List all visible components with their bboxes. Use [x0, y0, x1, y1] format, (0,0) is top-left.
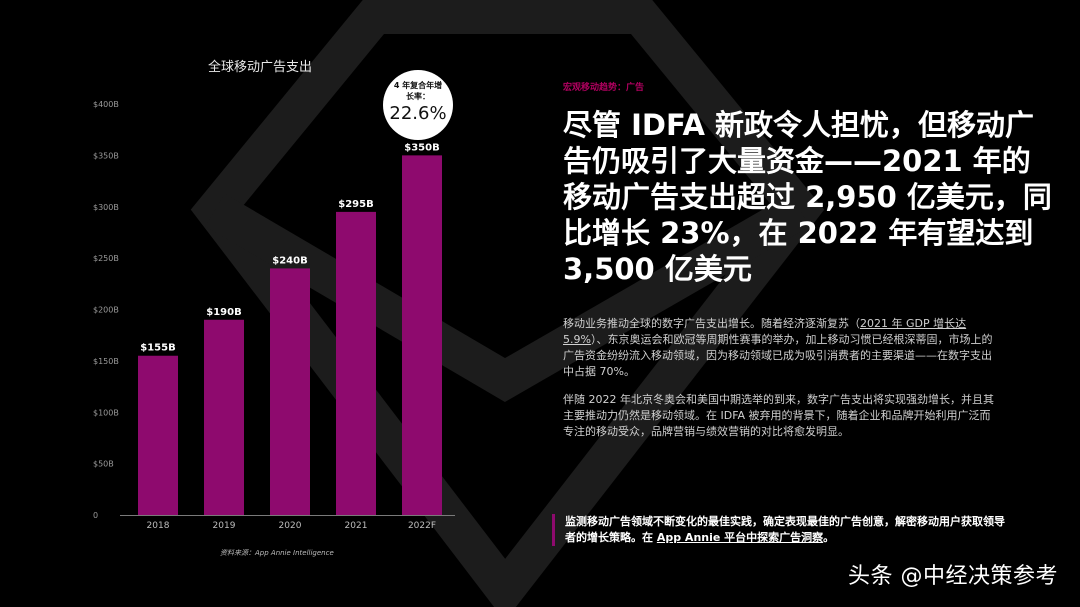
- bar-value-label: $190B: [206, 307, 241, 318]
- bar: [336, 211, 376, 515]
- cagr-label: 4 年复合年增长率：: [393, 81, 443, 101]
- x-tick-label: 2018: [147, 521, 170, 531]
- chart-title: 全球移动广告支出: [207, 60, 312, 75]
- y-tick-label: $50B: [93, 460, 114, 469]
- y-tick-label: 0: [93, 511, 98, 520]
- gdp-growth-link[interactable]: 2021 年 GDP 增长达 5.9%: [563, 317, 967, 346]
- body-paragraph-2: 伴随 2022 年北京冬奥会和美国中期选举的到来，数字广告支出将实现强劲增长，并…: [563, 393, 994, 438]
- y-tick-label: $250B: [93, 254, 119, 263]
- callout-text-before: 监测移动广告领域不断变化的最佳实践，确定表现最佳的广告创意，解密移动用户获取领导…: [565, 515, 1005, 544]
- y-tick-label: $300B: [93, 203, 119, 212]
- bar: [270, 268, 310, 515]
- y-tick-label: $150B: [93, 357, 119, 366]
- body-paragraph-1: 移动业务推动全球的数字广告支出增长。随着经济逐渐复苏（2021 年 GDP 增长…: [563, 316, 998, 380]
- headline: 尽管 IDFA 新政令人担忧，但移动广告仍吸引了大量资金——2021 年的移动广…: [563, 108, 1052, 286]
- callout-text-after: 。: [823, 531, 835, 544]
- y-tick-label: $200B: [93, 306, 119, 315]
- bar: [402, 155, 442, 515]
- cagr-value: 22.6%: [389, 103, 447, 124]
- cagr-badge: 4 年复合年增长率： 22.6%: [383, 70, 453, 140]
- y-tick-label: $400B: [93, 100, 119, 109]
- bar-chart: 0 $50B $100B $150B $200B $250B $300B $350B $400B…: [93, 100, 455, 531]
- bar: [204, 319, 244, 515]
- y-tick-label: $100B: [93, 408, 119, 417]
- watermark: 头条 @中经决策参考: [848, 564, 1058, 589]
- bar-value-label: $240B: [272, 255, 307, 266]
- paragraph-1-text-before: 移动业务推动全球的数字广告支出增长。随着经济逐渐复苏（: [563, 317, 860, 330]
- x-tick-label: 2022F: [408, 521, 436, 531]
- x-tick-label: 2020: [279, 521, 302, 531]
- bar-value-label: $155B: [140, 343, 175, 354]
- bar-value-label: $350B: [404, 142, 439, 153]
- bar: [138, 355, 178, 515]
- bar-value-label: $295B: [338, 199, 373, 210]
- chart-panel: 全球移动广告支出 0 $50B $100B $150B $200B $250B $300B $…: [0, 0, 470, 607]
- chart-source: 资料来源：App Annie Intelligence: [220, 549, 334, 557]
- x-tick-label: 2019: [213, 521, 236, 531]
- explore-ad-insights-link[interactable]: App Annie 平台中探索广告洞察: [656, 531, 824, 544]
- y-tick-label: $350B: [93, 151, 119, 160]
- x-tick-label: 2021: [345, 521, 368, 531]
- section-eyebrow: 宏观移动趋势：广告: [563, 83, 645, 93]
- paragraph-1-text-after: ）、东京奥运会和欧冠等周期性赛事的举办，加上移动习惯已经根深蒂固，市场上的广告资…: [563, 333, 993, 378]
- callout-box: 监测移动广告领域不断变化的最佳实践，确定表现最佳的广告创意，解密移动用户获取领导…: [552, 514, 1010, 546]
